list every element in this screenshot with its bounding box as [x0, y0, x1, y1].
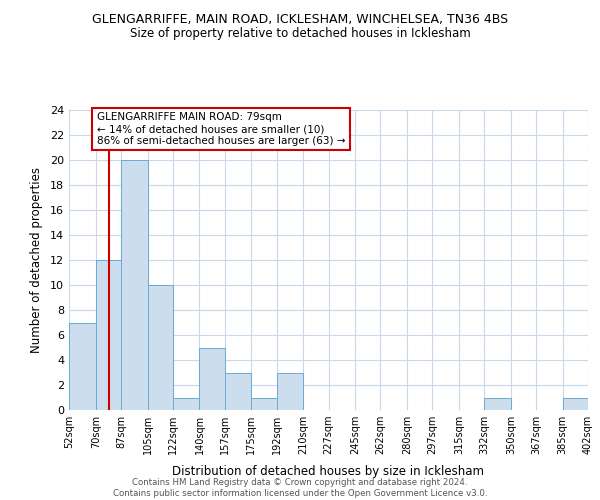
- Bar: [173, 398, 199, 410]
- Bar: [251, 398, 277, 410]
- Bar: [69, 322, 95, 410]
- Y-axis label: Number of detached properties: Number of detached properties: [30, 167, 43, 353]
- X-axis label: Distribution of detached houses by size in Icklesham: Distribution of detached houses by size …: [173, 466, 485, 478]
- Bar: [484, 398, 511, 410]
- Bar: [563, 398, 588, 410]
- Text: GLENGARRIFFE, MAIN ROAD, ICKLESHAM, WINCHELSEA, TN36 4BS: GLENGARRIFFE, MAIN ROAD, ICKLESHAM, WINC…: [92, 12, 508, 26]
- Bar: [277, 372, 303, 410]
- Bar: [95, 260, 121, 410]
- Bar: [224, 372, 251, 410]
- Text: Contains HM Land Registry data © Crown copyright and database right 2024.
Contai: Contains HM Land Registry data © Crown c…: [113, 478, 487, 498]
- Text: GLENGARRIFFE MAIN ROAD: 79sqm
← 14% of detached houses are smaller (10)
86% of s: GLENGARRIFFE MAIN ROAD: 79sqm ← 14% of d…: [97, 112, 346, 146]
- Bar: [148, 285, 173, 410]
- Text: Size of property relative to detached houses in Icklesham: Size of property relative to detached ho…: [130, 28, 470, 40]
- Bar: [121, 160, 148, 410]
- Bar: [199, 348, 224, 410]
